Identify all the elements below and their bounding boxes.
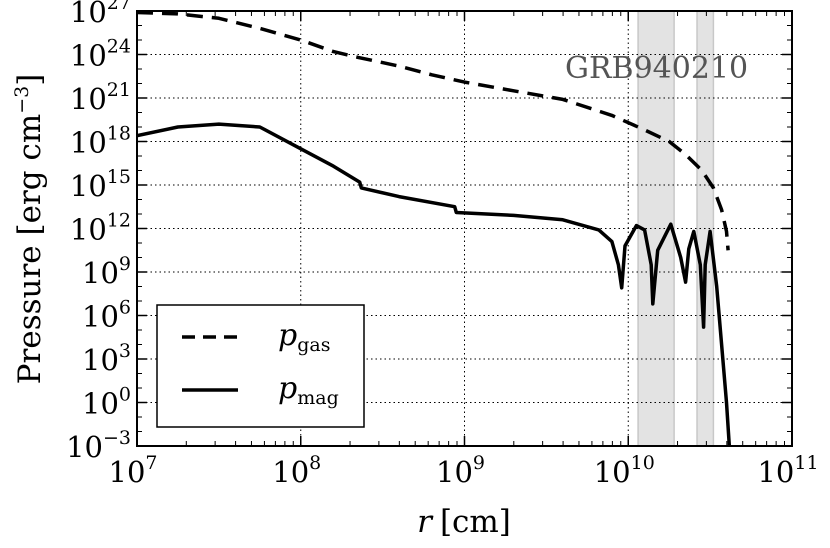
x-tick-label: 109 <box>436 452 485 489</box>
legend-mag-label: pmag <box>278 371 339 409</box>
legend-gas-label: pgas <box>278 318 330 356</box>
x-axis-label-unit: [cm] <box>440 504 511 540</box>
y-tick-label: 1015 <box>70 166 131 203</box>
x-axis-label-var: r <box>417 504 434 540</box>
y-tick-label: 1027 <box>70 0 131 29</box>
y-tick-label: 106 <box>82 297 131 334</box>
y-axis-label-close: ] <box>12 74 48 86</box>
y-axis-label-sup: −3 <box>11 86 33 114</box>
legend-mag-symbol: p <box>278 371 297 406</box>
y-tick-label: 109 <box>82 253 131 290</box>
y-tick-label: 1024 <box>70 36 131 73</box>
x-tick-label: 108 <box>272 452 321 489</box>
x-tick-label: 1011 <box>757 452 818 489</box>
legend-mag-sub: mag <box>297 387 339 409</box>
y-tick-label: 100 <box>82 384 131 421</box>
legend-box <box>156 304 365 428</box>
legend-gas-symbol: p <box>278 318 297 353</box>
x-axis-label: r [cm] <box>417 504 511 540</box>
annotation-grb940210: GRB940210 <box>565 51 748 86</box>
y-tick-label: 1012 <box>70 210 131 247</box>
y-axis-label: Pressure [erg cm−3] <box>11 74 48 385</box>
series-line-p-gas <box>137 11 730 251</box>
y-tick-label: 103 <box>82 340 131 377</box>
y-tick-label: 1018 <box>70 123 131 160</box>
y-tick-label: 10−3 <box>66 427 131 464</box>
legend-gas-sub: gas <box>297 334 330 356</box>
legend: pgas pmag <box>156 304 365 428</box>
y-tick-label: 1021 <box>70 79 131 116</box>
x-tick-label: 1010 <box>594 452 655 489</box>
y-axis-label-main: Pressure [erg cm <box>12 114 48 385</box>
x-tick-label: 107 <box>109 452 158 489</box>
series-line-p-mag <box>137 122 732 446</box>
